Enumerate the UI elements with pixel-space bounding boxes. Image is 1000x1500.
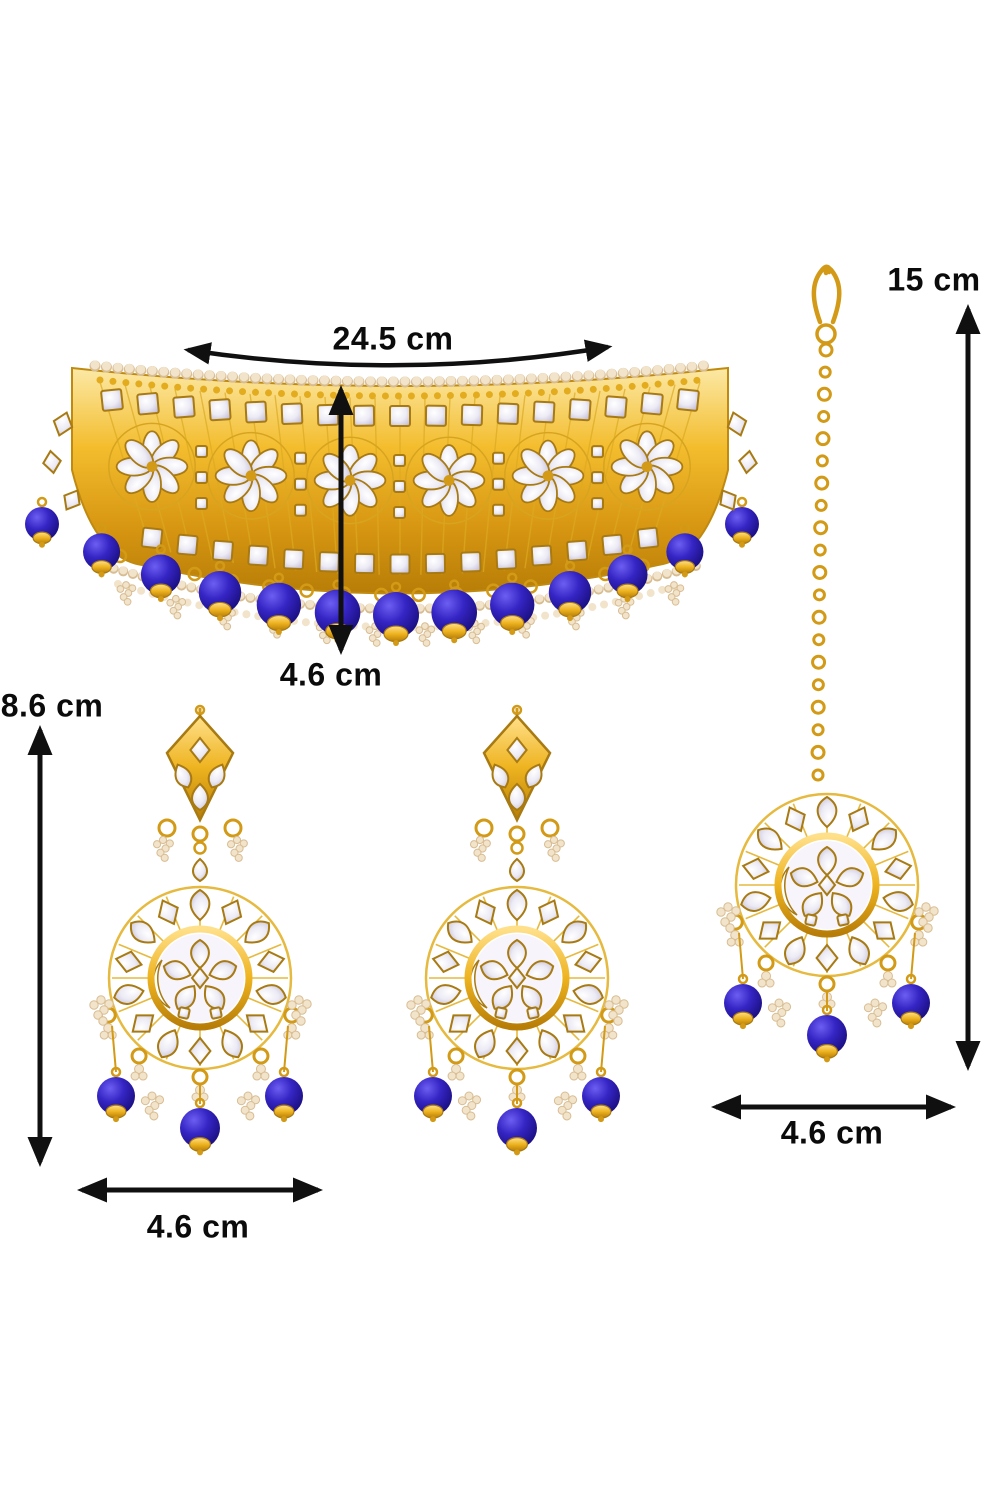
dimension-label-tikka-length: 15 cm [887,261,981,298]
dimension-label-choker-height: 4.6 cm [279,656,383,693]
dimension-label-earring-height: 8.6 cm [0,687,104,724]
arrow-choker-width [183,339,613,368]
choker-necklace [25,360,759,647]
earring-left [89,704,312,1156]
dimension-label-tikka-width: 4.6 cm [780,1114,884,1151]
dimension-label-earring-width: 4.6 cm [146,1208,250,1245]
earring-right [406,704,629,1156]
dimension-arrows [27,304,981,1203]
dimension-label-choker-width: 24.5 cm [332,320,454,357]
maang-tikka [716,264,939,1063]
